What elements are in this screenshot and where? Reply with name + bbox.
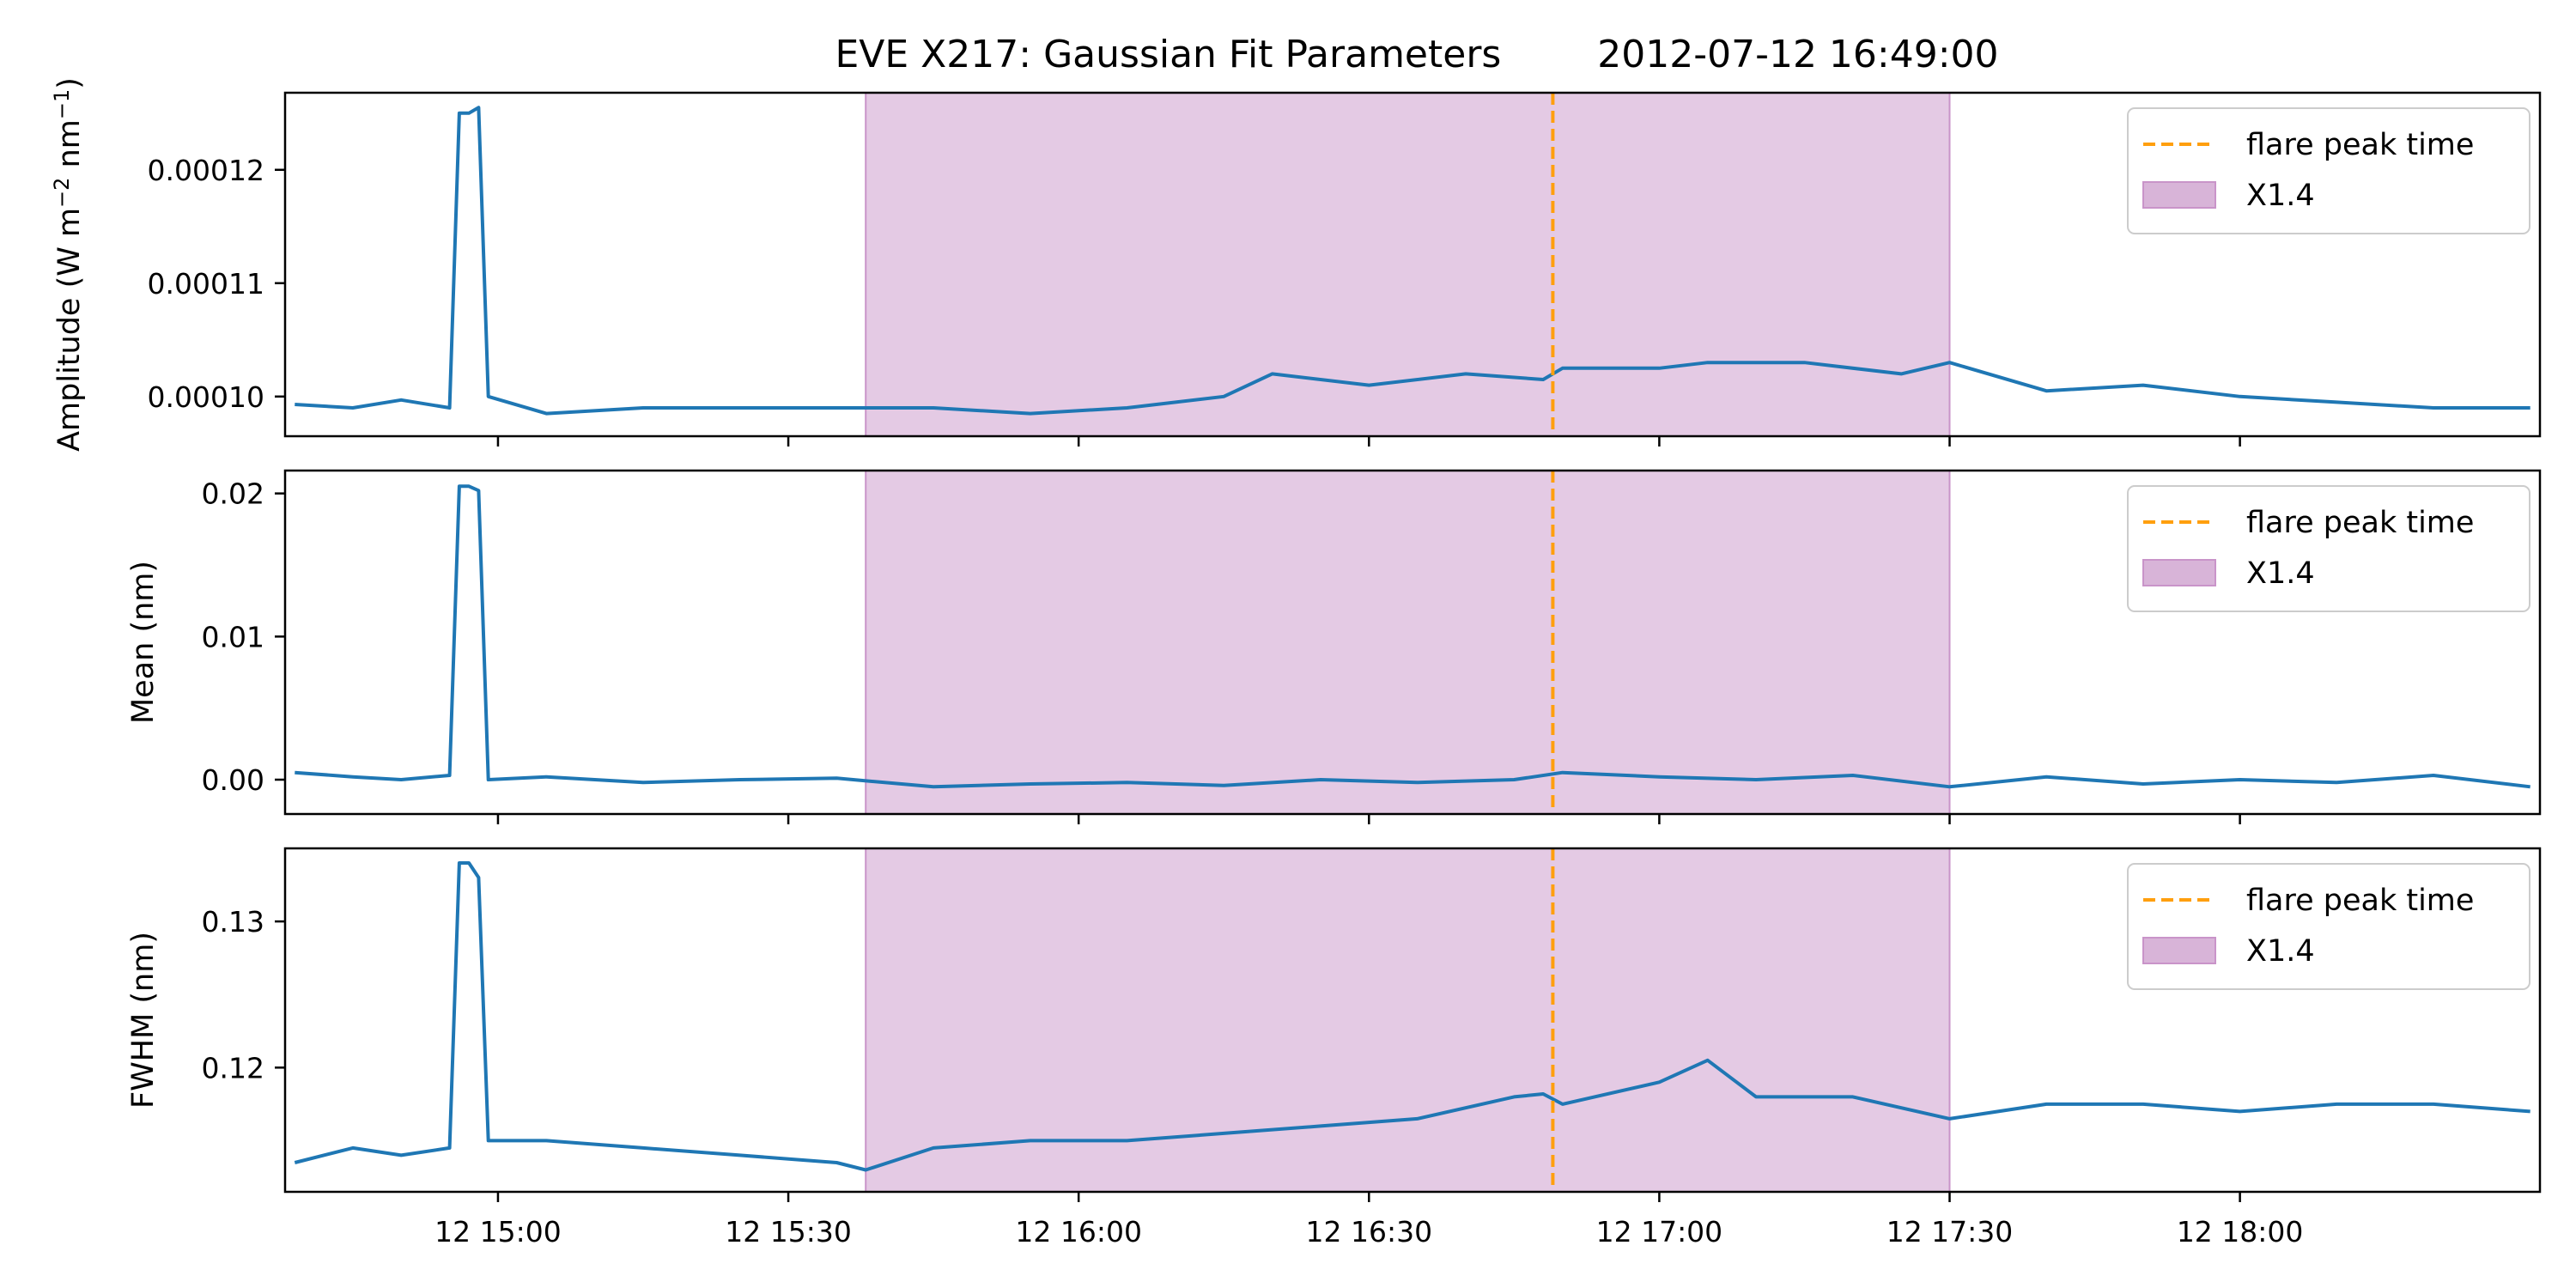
legend-label: X1.4 [2246, 556, 2315, 591]
data-series-line [295, 106, 2530, 416]
legend-box [2127, 485, 2530, 612]
legend-box [2127, 863, 2530, 990]
flare-band-region [865, 848, 1951, 1193]
panel-3: 0.12 0.13 12 15:00 12 15:30 12 16:00 12 16:30… [126, 847, 2542, 1249]
data-series-line [294, 861, 2530, 1172]
y-tick-label: 0.00011 [148, 267, 264, 301]
legend-label: X1.4 [2246, 934, 2315, 969]
legend-band-swatch [2142, 559, 2216, 586]
y-tick-label: 0.01 [202, 620, 264, 653]
axes-frame [283, 847, 2542, 1194]
y-tick-label: 0.12 [202, 1051, 264, 1084]
x-tick-label: 12 15:30 [725, 1215, 852, 1249]
y-tick-label: 0.00 [202, 763, 264, 797]
legend-box [2127, 107, 2530, 234]
legend-band-swatch [2142, 937, 2216, 964]
y-tick-label: 0.00010 [148, 380, 264, 414]
legend: flare peak time X1.4 [2127, 863, 2530, 990]
y-tick-label: 0.02 [202, 477, 264, 511]
x-tick-label: 12 17:30 [1886, 1215, 2014, 1249]
x-tick-label: 12 17:00 [1596, 1215, 1723, 1249]
data-series-line [295, 484, 2530, 789]
chart-title: EVE X217: Gaussian Fit Parameters 2012-0… [835, 33, 1998, 76]
flare-band-region [865, 470, 1951, 815]
legend: flare peak time X1.4 [2127, 107, 2530, 234]
legend-label: X1.4 [2246, 179, 2315, 213]
y-axis-label: Amplitude (W m−2 nm−1) [50, 77, 87, 452]
x-tick-label: 12 16:00 [1015, 1215, 1142, 1249]
legend-label: flare peak time [2246, 884, 2474, 918]
x-tick-label: 12 18:00 [2177, 1215, 2304, 1249]
legend-label: flare peak time [2246, 506, 2474, 540]
flare-band-region [865, 92, 1951, 437]
x-tick-label: 12 15:00 [434, 1215, 562, 1249]
x-tick-label: 12 16:30 [1305, 1215, 1432, 1249]
legend-label: flare peak time [2246, 128, 2474, 162]
y-tick-label: 0.13 [202, 905, 264, 939]
axes-frame [283, 91, 2542, 438]
y-axis-label: Mean (nm) [126, 561, 161, 724]
panel-2: 0.00 0.01 0.02 Mean (nm) flare peak time X1.4 [126, 469, 2542, 824]
legend: flare peak time X1.4 [2127, 485, 2530, 612]
y-tick-label: 0.00012 [148, 154, 264, 187]
legend-band-swatch [2142, 181, 2216, 209]
y-axis-label: FWHM (nm) [126, 932, 161, 1109]
panel-1: 0.00010 0.00011 0.00012 Amplitude (W m−2 nm… [50, 77, 2542, 452]
panels: 0.00010 0.00011 0.00012 Amplitude (W m−2 nm… [50, 77, 2542, 1249]
axes-frame [283, 469, 2542, 816]
